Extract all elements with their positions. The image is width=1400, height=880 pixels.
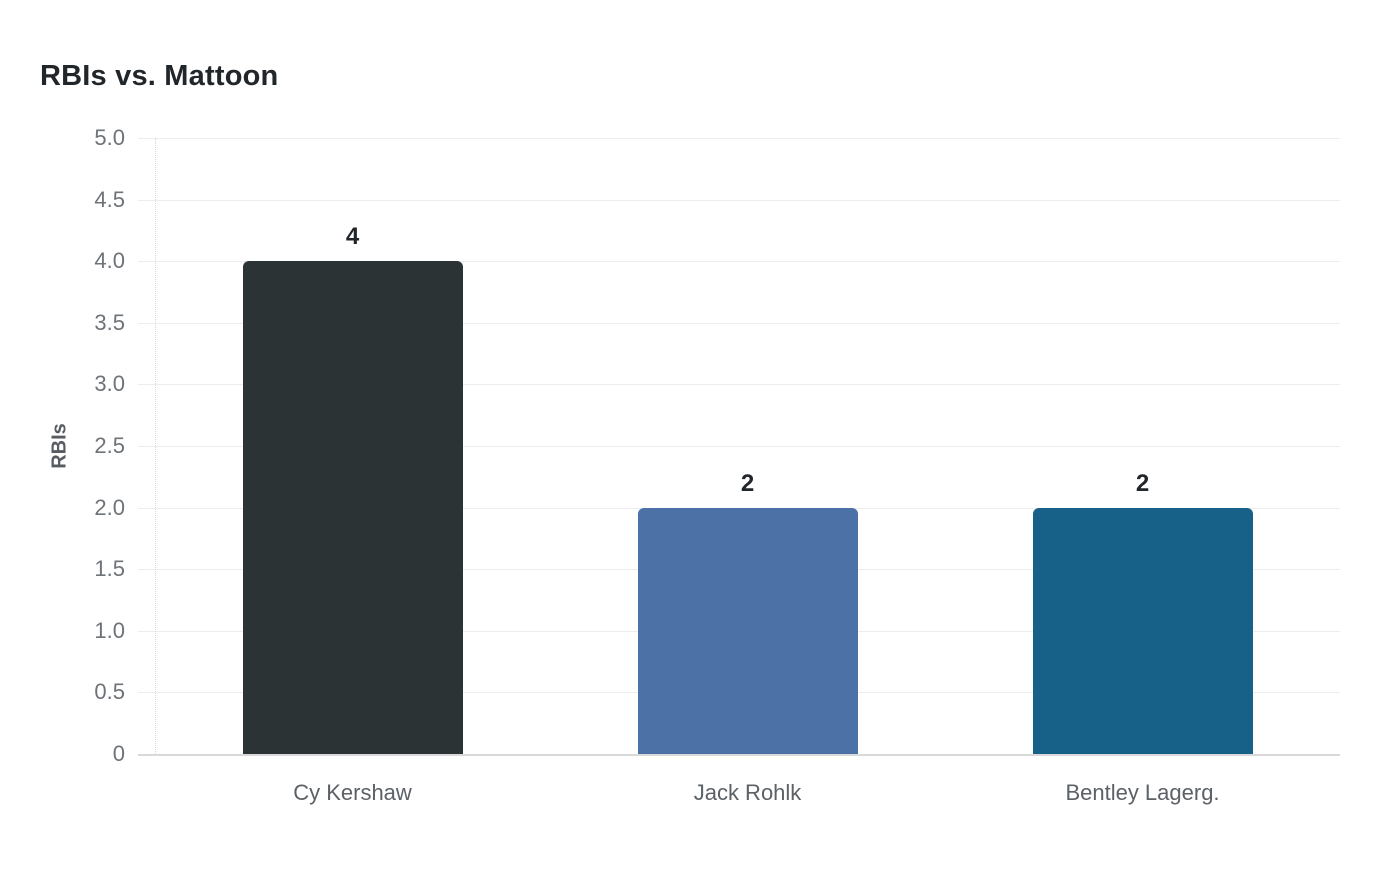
bar-slot: 2: [945, 138, 1340, 754]
gridline: [138, 384, 1340, 386]
chart-title: RBIs vs. Mattoon: [40, 60, 279, 92]
gridline: [138, 261, 1340, 263]
bar-value-label: 2: [740, 469, 755, 497]
gridline: [138, 754, 1340, 756]
y-tick-label: 1.5: [94, 556, 125, 582]
y-tick-label: 0: [112, 741, 125, 766]
gridline: [138, 322, 1340, 324]
bar-value-label: 2: [1135, 469, 1150, 497]
x-category-label: Cy Kershaw: [293, 780, 412, 805]
bar-value-label: 4: [345, 223, 360, 251]
bar[interactable]: [1032, 507, 1253, 754]
plot-area: 5.0 4.5 4.0 3.5 3.0 2.5 2.0 1.5 1.0 0.5 0 4 2 2: [94, 127, 1340, 765]
x-category-label: Jack Rohlk: [693, 780, 802, 805]
y-tick-label: 5.0: [94, 125, 125, 150]
y-tick-label: 0.5: [94, 679, 125, 705]
gridline: [138, 199, 1340, 201]
y-tick-label: 4.5: [94, 186, 125, 212]
gridline: [138, 138, 1340, 139]
gridline: [138, 446, 1340, 447]
bar-slot: 4: [155, 138, 550, 754]
bar-slot: 2: [550, 138, 945, 754]
bar[interactable]: [242, 261, 463, 754]
y-axis-title: RBIs: [48, 423, 71, 469]
y-tick-label: 4.0: [94, 248, 125, 274]
bar[interactable]: [637, 507, 858, 754]
x-category-label: Bentley Lagerg.: [1065, 780, 1220, 805]
y-tick-label: 3.0: [94, 371, 125, 397]
x-axis-labels: Cy Kershaw Jack Rohlk Bentley Lagerg.: [155, 780, 1340, 805]
y-tick-label: 2.0: [94, 494, 125, 520]
y-tick-label: 1.0: [94, 617, 125, 643]
y-tick-label: 3.5: [94, 309, 125, 335]
y-tick-label: 2.5: [94, 433, 125, 458]
y-axis-line: [155, 138, 156, 754]
